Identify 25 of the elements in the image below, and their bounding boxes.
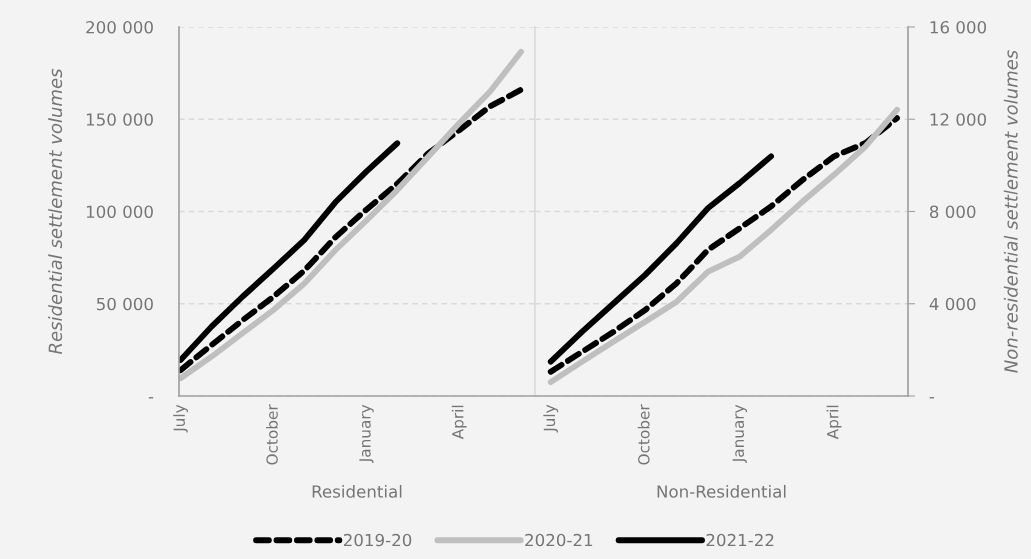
x-tick-label: April: [451, 405, 467, 440]
x-tick-label: October: [637, 404, 650, 465]
x-tick-label: July: [543, 404, 559, 433]
y2-axis-title: Non-residential settlement volumes: [1003, 50, 1018, 373]
legend-label: 2020-21: [525, 533, 593, 547]
legend-label: 2021-22: [706, 533, 774, 547]
y2-tick-label: 8 000: [929, 205, 976, 219]
x-tick-label: April: [826, 405, 842, 440]
y-tick-label: 50 000: [96, 297, 153, 311]
y2-tick-label: 12 000: [930, 113, 987, 126]
y2-tick-label: 4 000: [929, 297, 976, 311]
x-tick-label: July: [173, 404, 188, 433]
y-tick-label: -: [148, 397, 154, 399]
y2-tick-label: 16 000: [930, 20, 987, 34]
x-tick-label: January: [732, 404, 747, 464]
x-tick-label: January: [359, 404, 374, 464]
y-axis-title: Residential settlement volumes: [48, 68, 63, 355]
x-tick-label: October: [266, 404, 278, 465]
legend-label: 2019-20: [343, 533, 412, 547]
y-tick-label: 200 000: [86, 20, 153, 34]
y-tick-label: 150 000: [86, 113, 153, 126]
y2-tick-label: -: [929, 397, 935, 399]
x-axis-title: Non-Residential: [657, 484, 786, 498]
x-axis-title: Residential: [312, 484, 402, 498]
y-tick-label: 100 000: [86, 205, 153, 219]
